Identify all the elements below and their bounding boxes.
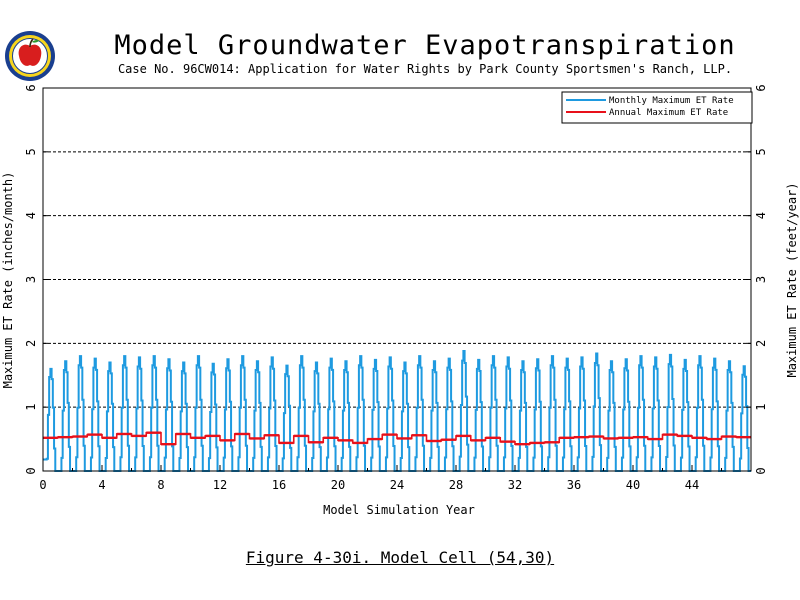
y-tick-label-right: 3: [754, 276, 768, 283]
chart-subtitle: Case No. 96CW014: Application for Water …: [117, 62, 733, 76]
x-tick-label: 32: [508, 478, 522, 492]
series-monthly-et: [43, 349, 751, 472]
y-tick-label-left: 1: [24, 404, 38, 411]
y-tick-label-right: 4: [754, 212, 768, 219]
y-tick-label-right: 6: [754, 84, 768, 91]
x-tick-label: 28: [449, 478, 463, 492]
x-tick-label: 24: [390, 478, 404, 492]
y-tick-label-left: 2: [24, 340, 38, 347]
x-tick-label: 44: [685, 478, 699, 492]
x-tick-label: 36: [567, 478, 581, 492]
x-axis-label: Model Simulation Year: [323, 503, 475, 517]
legend: Monthly Maximum ET Rate Annual Maximum E…: [561, 91, 753, 124]
grid-lines: [43, 151, 751, 408]
y-tick-label-right: 1: [754, 404, 768, 411]
apple-seal-icon: [5, 31, 55, 81]
y-tick-label-left: 0: [24, 467, 38, 474]
y-tick-label-left: 6: [24, 84, 38, 91]
legend-box: [561, 91, 753, 124]
x-tick-label: 8: [157, 478, 164, 492]
y-tick-label-right: 5: [754, 148, 768, 155]
monthly-et-line: [43, 349, 751, 472]
x-tick-label: 12: [213, 478, 227, 492]
y-tick-label-right: 2: [754, 340, 768, 347]
x-tick-label: 16: [272, 478, 286, 492]
y-axis-label-right: Maximum ET Rate (feet/year): [785, 182, 799, 377]
chart-title: Model Groundwater Evapotranspiration: [114, 30, 736, 61]
figure-caption-text: Figure 4-30i. Model Cell (54,30): [245, 548, 555, 567]
y-tick-label-left: 4: [24, 212, 38, 219]
legend-label-monthly: Monthly Maximum ET Rate: [609, 96, 734, 106]
y-tick-label-left: 3: [24, 276, 38, 283]
x-tick-label: 20: [331, 478, 345, 492]
y-tick-label-left: 5: [24, 148, 38, 155]
x-tick-label: 40: [626, 478, 640, 492]
y-tick-label-right: 0: [754, 467, 768, 474]
x-tick-label: 0: [39, 478, 46, 492]
legend-label-annual: Annual Maximum ET Rate: [609, 108, 728, 118]
x-tick-label: 4: [98, 478, 105, 492]
figure-caption: Figure 4-30i. Model Cell (54,30): [0, 548, 800, 567]
y-axis-label-left: Maximum ET Rate (inches/month): [1, 172, 15, 389]
series-annual-et: [43, 431, 751, 446]
